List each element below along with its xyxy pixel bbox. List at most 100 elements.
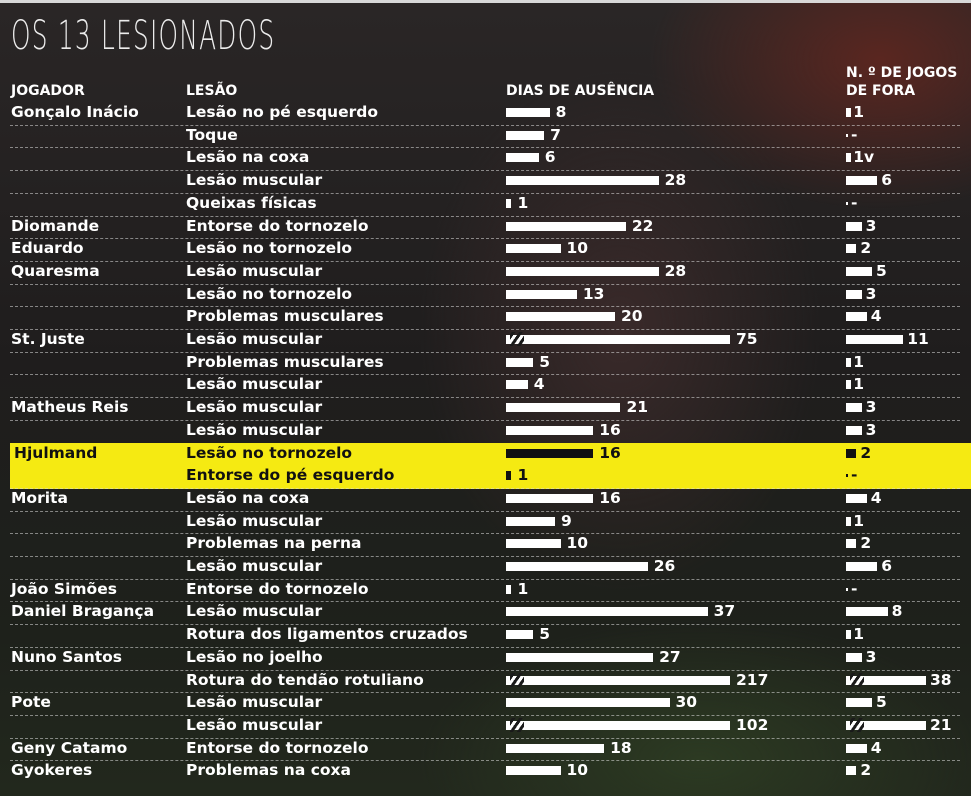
games-value: - [851, 579, 858, 598]
games-bar [846, 201, 848, 205]
games-value: 3 [865, 398, 877, 417]
days-bar [506, 607, 708, 617]
games-value: 2 [860, 443, 872, 462]
days-value: 16 [599, 420, 621, 439]
scale-break-mark [850, 717, 864, 732]
days-bar [506, 357, 534, 367]
days-value: 22 [631, 216, 654, 235]
injury-label: Lesão muscular [186, 398, 323, 417]
days-bar [506, 698, 670, 708]
scale-break-mark [510, 717, 524, 732]
days-value: 217 [736, 670, 769, 689]
games-value: 1 [853, 511, 864, 530]
chart-title: OS 13 LESIONADOS [11, 13, 276, 59]
games-bar [846, 176, 878, 186]
days-bar [506, 335, 730, 344]
header-player: JOGADOR [11, 83, 85, 99]
player-name: St. Juste [11, 330, 85, 348]
games-value: 3 [865, 420, 877, 439]
days-bar [506, 766, 561, 776]
games-value: 4 [870, 738, 882, 757]
games-bar [846, 153, 852, 163]
row-divider [10, 624, 960, 626]
games-value: 6 [881, 557, 892, 575]
games-bar [846, 266, 872, 276]
days-bar [506, 562, 648, 571]
injury-label: Lesão no tornozelo [186, 239, 353, 258]
days-value: 1 [517, 579, 529, 598]
days-value: 28 [664, 261, 687, 280]
games-bar [846, 493, 867, 503]
games-bar [846, 743, 867, 753]
row-divider [10, 215, 960, 217]
games-value: 1 [853, 375, 864, 394]
games-bar [846, 244, 857, 254]
injury-label: Lesão na coxa [186, 148, 310, 167]
days-bar [506, 425, 594, 435]
injury-label: Lesão no tornozelo [186, 443, 353, 462]
days-bar [506, 539, 561, 549]
row-divider [10, 487, 960, 489]
player-name: Gyokeres [11, 761, 93, 780]
games-bar [846, 289, 862, 299]
days-value: 75 [736, 330, 758, 348]
games-bar [846, 766, 857, 776]
games-value: 4 [870, 488, 882, 507]
games-bar [846, 403, 862, 413]
days-value: 1 [517, 193, 529, 212]
days-value: 27 [659, 647, 681, 666]
days-bar [506, 266, 659, 276]
row-divider [10, 283, 960, 285]
injury-label: Lesão muscular [186, 420, 323, 439]
row-divider [10, 260, 960, 262]
player-name: Hjulmand [14, 443, 98, 462]
row-divider [10, 192, 960, 194]
days-value: 9 [561, 511, 572, 530]
days-value: 13 [582, 284, 605, 303]
highlight-band [10, 443, 971, 467]
days-value: 16 [599, 488, 621, 507]
days-value: 26 [653, 557, 676, 575]
games-value: - [851, 466, 858, 485]
days-bar [506, 153, 539, 163]
games-value: - [851, 193, 858, 212]
games-value: 5 [876, 693, 887, 712]
player-name: Matheus Reis [11, 398, 129, 417]
games-bar [846, 698, 872, 708]
player-name: Nuno Santos [11, 647, 123, 666]
games-value: 3 [865, 284, 877, 303]
player-name: Morita [11, 488, 68, 507]
injury-label: Lesão no tornozelo [186, 284, 353, 303]
row-divider [10, 669, 960, 671]
days-bar [506, 176, 659, 186]
games-bar [846, 335, 904, 344]
player-name: Quaresma [11, 261, 100, 280]
injury-label: Lesão na coxa [186, 488, 310, 507]
player-name: Diomande [11, 216, 100, 235]
injury-label: Problemas musculares [186, 307, 384, 326]
row-divider [10, 714, 960, 716]
row-divider [10, 510, 960, 512]
days-bar [506, 652, 654, 662]
days-bar [506, 675, 730, 685]
header-games-line1: N. º DE JOGOS [846, 65, 958, 81]
games-bar [846, 675, 926, 685]
injury-label: Lesão no pé esquerdo [186, 103, 378, 121]
games-value: 5 [876, 261, 887, 280]
injury-label: Lesão muscular [186, 261, 323, 280]
row-divider [10, 397, 960, 399]
row-divider [10, 578, 960, 580]
games-bar [846, 607, 888, 617]
top-rule [0, 0, 971, 3]
days-value: 5 [539, 352, 551, 371]
games-value: 1 [853, 625, 864, 644]
games-bar [846, 312, 867, 322]
days-bar [506, 743, 605, 753]
injury-label: Toque [186, 125, 238, 144]
games-value: 3 [865, 216, 877, 235]
days-bar [506, 108, 550, 117]
player-name: Eduardo [11, 239, 84, 258]
games-bar [846, 448, 857, 458]
row-divider [10, 760, 960, 762]
days-bar [506, 244, 561, 254]
